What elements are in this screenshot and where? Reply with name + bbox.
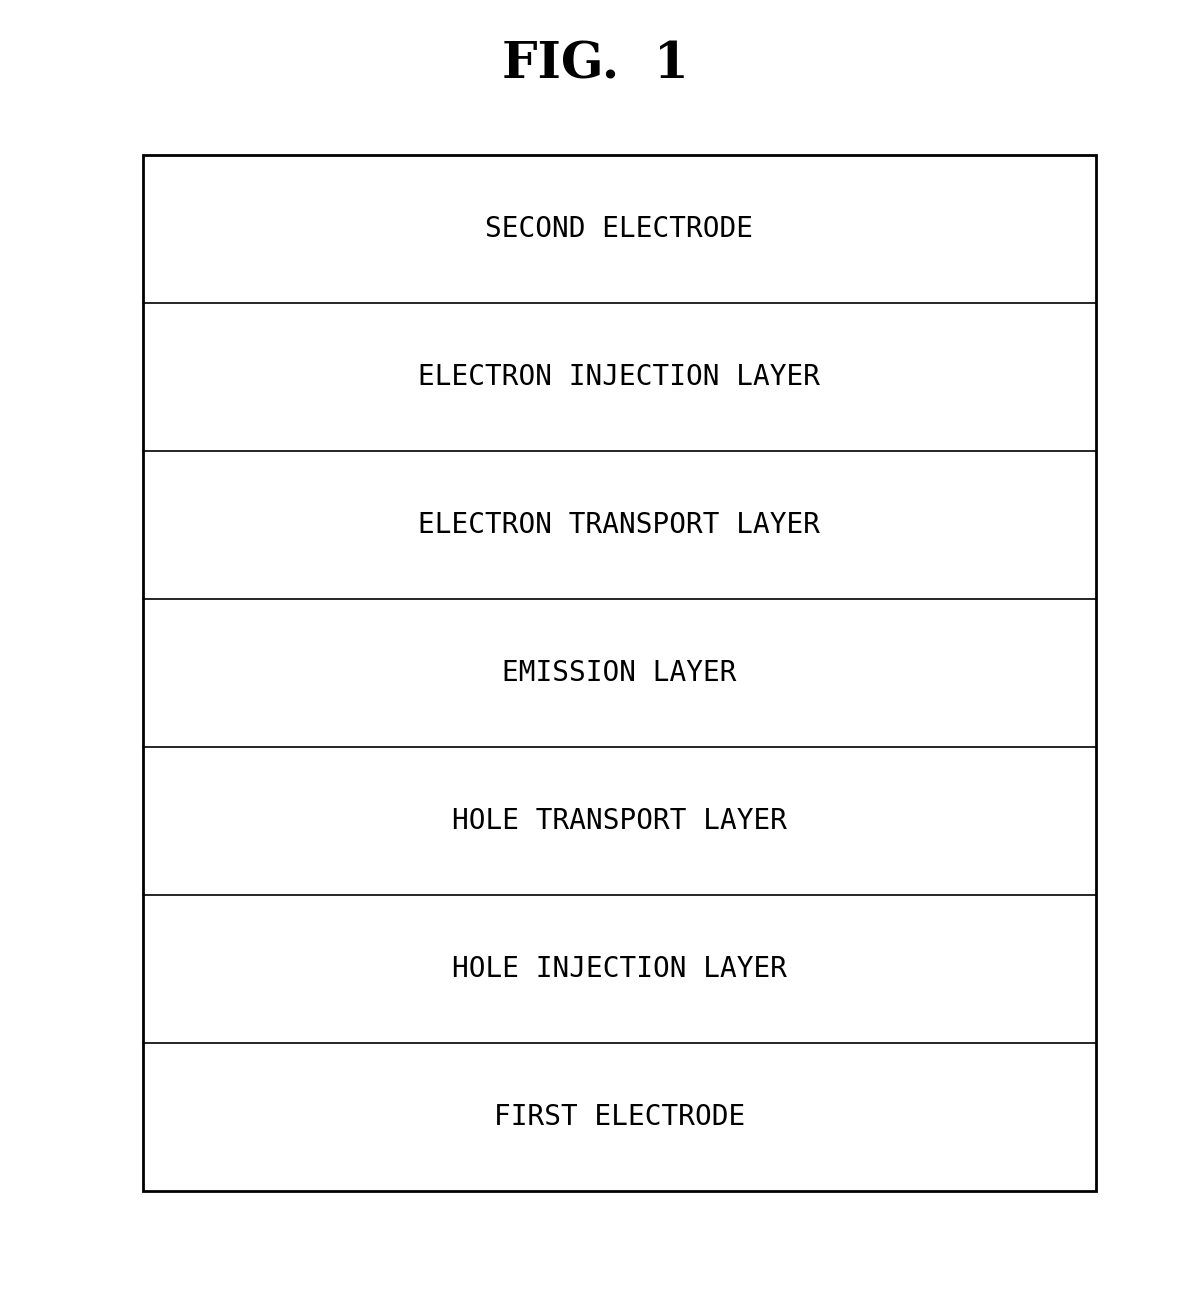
Text: HOLE TRANSPORT LAYER: HOLE TRANSPORT LAYER: [451, 807, 787, 835]
Text: ELECTRON TRANSPORT LAYER: ELECTRON TRANSPORT LAYER: [418, 512, 821, 540]
Bar: [143, 155, 1096, 1191]
Text: FIRST ELECTRODE: FIRST ELECTRODE: [494, 1103, 744, 1132]
Text: FIG.  1: FIG. 1: [503, 40, 688, 89]
Text: ELECTRON INJECTION LAYER: ELECTRON INJECTION LAYER: [418, 364, 821, 391]
Text: EMISSION LAYER: EMISSION LAYER: [503, 659, 736, 688]
Text: HOLE INJECTION LAYER: HOLE INJECTION LAYER: [451, 956, 787, 983]
Text: SECOND ELECTRODE: SECOND ELECTRODE: [485, 215, 754, 243]
